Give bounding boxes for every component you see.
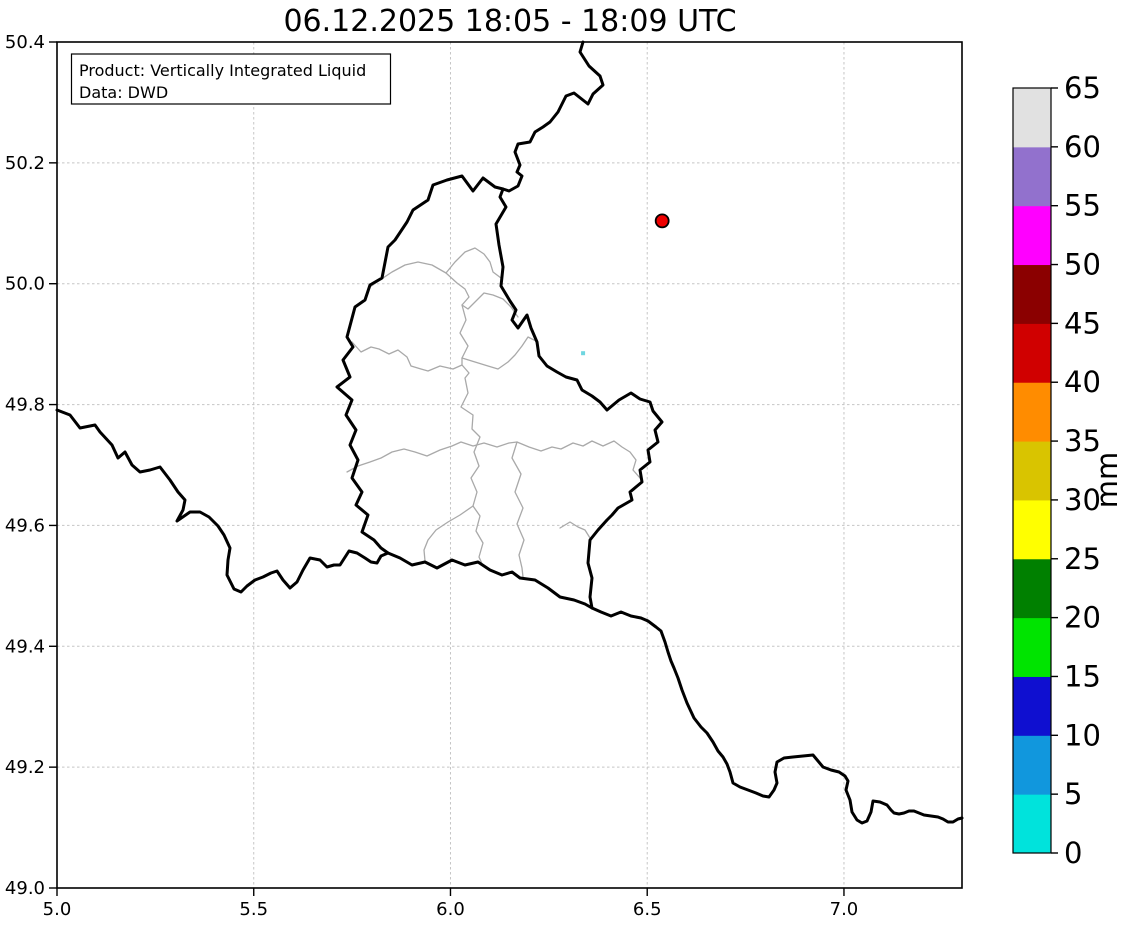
canton-border-line <box>445 247 504 279</box>
colorbar-band <box>1013 794 1051 854</box>
colorbar-tick-label: 20 <box>1064 601 1101 635</box>
colorbar-band <box>1013 558 1051 619</box>
x-axis-tick-label: 5.5 <box>239 899 268 920</box>
x-axis: 5.0 5.5 6.0 6.5 7.0 <box>43 888 859 920</box>
canton-border-line <box>461 336 537 370</box>
colorbar-frame <box>1012 87 1052 854</box>
info-box: Product: Vertically Integrated Liquid Da… <box>70 53 392 105</box>
product-label: Product: Vertically Integrated Liquid <box>79 61 366 80</box>
colorbar-tick-label: 30 <box>1064 483 1101 517</box>
grid-lines <box>57 42 962 888</box>
canton-border-line <box>559 521 591 539</box>
colorbar-tick-label: 40 <box>1064 365 1101 399</box>
y-axis-tick-label: 50.2 <box>5 153 45 174</box>
info-box-frame <box>70 53 392 105</box>
canton-border-line <box>351 341 463 372</box>
y-axis-tick-label: 50.4 <box>5 32 45 53</box>
border-france-belgium <box>55 408 390 594</box>
y-axis-tick-label: 49.4 <box>5 636 45 657</box>
colorbar: 0 5 10 15 20 25 30 35 40 45 50 55 60 65 <box>1013 71 1101 870</box>
x-axis-tick-label: 6.0 <box>436 899 465 920</box>
colorbar-band <box>1013 88 1051 148</box>
border-luxembourg <box>335 174 664 610</box>
precipitation-echo <box>581 351 586 356</box>
colorbar-tick-label: 35 <box>1064 424 1101 458</box>
y-axis-tick-label: 50.0 <box>5 274 45 295</box>
x-axis-tick-label: 5.0 <box>43 899 72 920</box>
axes-frame <box>56 41 963 889</box>
y-axis-tick-label: 49.8 <box>5 395 45 416</box>
radar-site-marker <box>654 213 670 229</box>
plot-area <box>57 42 962 888</box>
canton-border-line <box>369 261 519 318</box>
colorbar-band <box>1013 205 1051 266</box>
y-axis-tick-label: 49.6 <box>5 515 45 536</box>
colorbar-tick-label: 5 <box>1064 777 1082 811</box>
colorbar-tick-label: 55 <box>1064 189 1101 223</box>
colorbar-band <box>1013 382 1051 442</box>
colorbar-band <box>1013 617 1051 677</box>
colorbar-tick-label: 50 <box>1064 248 1101 282</box>
canton-border-line <box>511 441 525 578</box>
colorbar-tick-label: 65 <box>1064 71 1101 105</box>
colorbar-tick-label: 60 <box>1064 130 1101 164</box>
border-france-germany <box>590 606 964 825</box>
y-axis-tick-label: 49.0 <box>5 878 45 899</box>
colorbar-band <box>1013 676 1051 736</box>
colorbar-band <box>1013 441 1051 501</box>
colorbar-tick-label: 25 <box>1064 542 1101 576</box>
colorbar-tick-label: 45 <box>1064 306 1101 340</box>
data-source-label: Data: DWD <box>79 83 168 102</box>
canton-border-line <box>423 505 474 562</box>
x-axis-tick-label: 7.0 <box>830 899 859 920</box>
x-axis-tick-label: 6.5 <box>633 899 662 920</box>
colorbar-tick-label: 10 <box>1064 718 1101 752</box>
y-axis-tick-label: 49.2 <box>5 757 45 778</box>
colorbar-band <box>1013 264 1051 324</box>
y-axis: 49.0 49.2 49.4 49.6 49.8 50.0 50.2 50.4 <box>5 32 57 899</box>
colorbar-tick-label: 15 <box>1064 659 1101 693</box>
colorbar-tick-label: 0 <box>1064 836 1082 870</box>
colorbar-band <box>1013 146 1051 207</box>
colorbar-band <box>1013 735 1051 795</box>
colorbar-band <box>1013 499 1051 560</box>
canton-border-line <box>459 304 484 567</box>
colorbar-unit-label: mm <box>1090 452 1124 509</box>
plot-title: 06.12.2025 18:05 - 18:09 UTC <box>283 4 736 39</box>
canton-borders <box>346 247 643 578</box>
colorbar-band <box>1013 323 1051 383</box>
border-belgium-germany <box>501 40 605 193</box>
national-borders <box>55 40 964 825</box>
